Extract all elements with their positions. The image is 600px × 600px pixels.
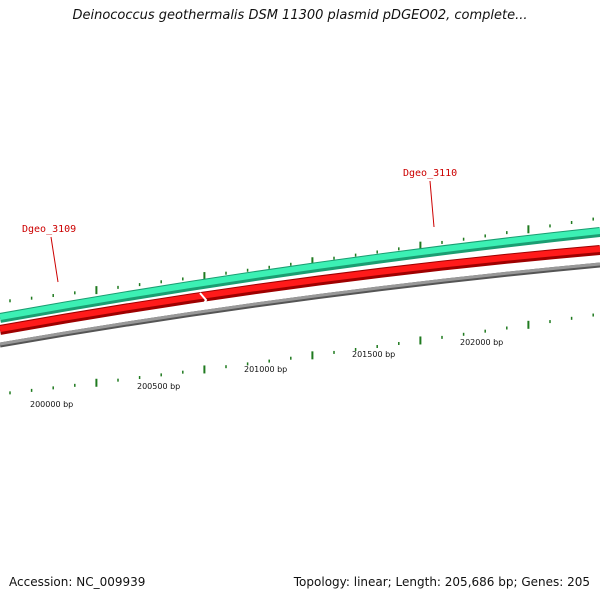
gene-leader-dgeo-3110 <box>429 180 435 228</box>
gene-label-dgeo-3109: Dgeo_3109 <box>22 224 76 235</box>
accession-text: Accession: NC_009939 <box>9 575 146 589</box>
gene-label-dgeo-3110: Dgeo_3110 <box>403 168 457 179</box>
reverse-strand-track <box>0 245 600 335</box>
tick-label: 202000 bp <box>460 338 503 347</box>
map-title: Deinococcus geothermalis DSM 11300 plasm… <box>72 8 528 23</box>
lower-tick-marks <box>9 313 594 395</box>
topology-summary: Topology: linear; Length: 205,686 bp; Ge… <box>293 575 590 589</box>
tick-label: 201000 bp <box>244 365 287 374</box>
tick-label: 201500 bp <box>352 350 395 359</box>
gene-leader-dgeo-3109 <box>50 236 59 283</box>
tick-label: 200500 bp <box>137 382 180 391</box>
gene-boundary-arrow <box>199 292 208 308</box>
tick-label: 200000 bp <box>30 400 73 409</box>
